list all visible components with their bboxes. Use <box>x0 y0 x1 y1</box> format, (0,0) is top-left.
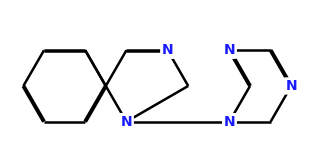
Text: N: N <box>285 79 297 93</box>
Text: N: N <box>224 115 235 129</box>
Text: N: N <box>162 43 173 57</box>
Text: N: N <box>121 115 132 129</box>
Text: N: N <box>224 43 235 57</box>
